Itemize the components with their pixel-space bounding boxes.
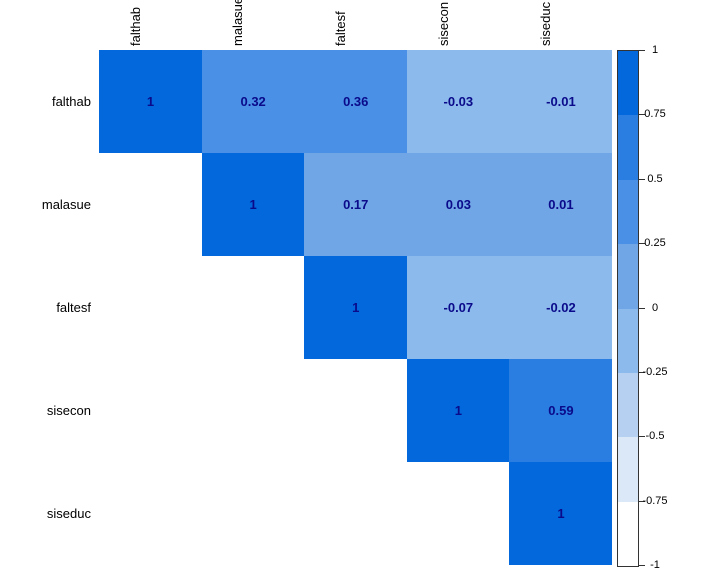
colorbar-tick: [639, 50, 645, 51]
correlation-cell-falthab-sisecon: -0.03: [406, 50, 510, 153]
colorbar-tick-label: -0.75: [642, 494, 668, 507]
correlation-cell-malasue-malasue: 1: [201, 153, 305, 256]
correlation-cell-siseduc-siseduc: 1: [509, 462, 613, 565]
colorbar-band: [618, 308, 638, 373]
row-label-falthab: falthab: [51, 94, 91, 109]
correlation-cell-faltesf-sisecon: -0.07: [406, 256, 510, 359]
col-label-faltesf: faltesf: [333, 11, 348, 46]
colorbar-band: [618, 51, 638, 116]
colorbar-band: [618, 179, 638, 245]
row-label-siseduc: siseduc: [46, 506, 91, 521]
correlation-cell-faltesf-siseduc: -0.02: [509, 256, 613, 359]
colorbar-tick: [639, 114, 645, 116]
colorbar-tick: [639, 243, 645, 245]
colorbar-tick: [639, 371, 645, 373]
correlation-cell-faltesf-faltesf: 1: [304, 256, 408, 359]
correlation-cell-malasue-siseduc: 0.01: [509, 153, 613, 256]
colorbar-tick-label: 0.25: [644, 237, 666, 250]
col-label-siseduc: siseduc: [538, 1, 554, 46]
row-label-malasue: malasue: [41, 197, 91, 212]
colorbar-band: [618, 437, 638, 502]
colorbar-tick: [639, 178, 645, 180]
col-label-falthab: falthab: [127, 6, 143, 46]
correlation-cell-falthab-falthab: 1: [99, 50, 203, 153]
row-label-sisecon: sisecon: [46, 403, 91, 418]
correlation-cell-malasue-sisecon: 0.03: [406, 153, 510, 256]
colorbar-band: [618, 115, 638, 180]
colorbar: [617, 50, 639, 567]
correlation-cell-malasue-faltesf: 0.17: [304, 153, 408, 256]
colorbar-tick: [639, 565, 645, 566]
colorbar-tick-label: -0.25: [642, 365, 668, 378]
colorbar-band: [618, 244, 638, 309]
colorbar-tick-label: 1: [651, 44, 659, 56]
col-label-sisecon: sisecon: [435, 1, 451, 46]
colorbar-band: [618, 501, 638, 566]
colorbar-tick-label: -1: [650, 559, 660, 571]
colorbar-tick-label: 0: [651, 301, 659, 314]
colorbar-tick-label: 0.75: [644, 108, 666, 121]
correlation-cell-sisecon-siseduc: 0.59: [509, 359, 613, 462]
colorbar-tick: [639, 500, 645, 502]
colorbar-tick-label: -0.5: [645, 430, 665, 443]
correlation-cell-falthab-malasue: 0.32: [201, 50, 305, 153]
colorbar-tick: [639, 436, 645, 438]
correlation-cell-falthab-siseduc: -0.01: [509, 50, 613, 153]
colorbar-tick-label: 0.5: [647, 172, 663, 185]
colorbar-band: [618, 372, 638, 438]
colorbar-tick: [639, 307, 645, 309]
correlation-cell-sisecon-sisecon: 1: [406, 359, 510, 462]
row-label-faltesf: faltesf: [56, 300, 91, 315]
correlation-cell-falthab-faltesf: 0.36: [304, 50, 408, 153]
col-label-malasue: malasue: [230, 0, 246, 46]
